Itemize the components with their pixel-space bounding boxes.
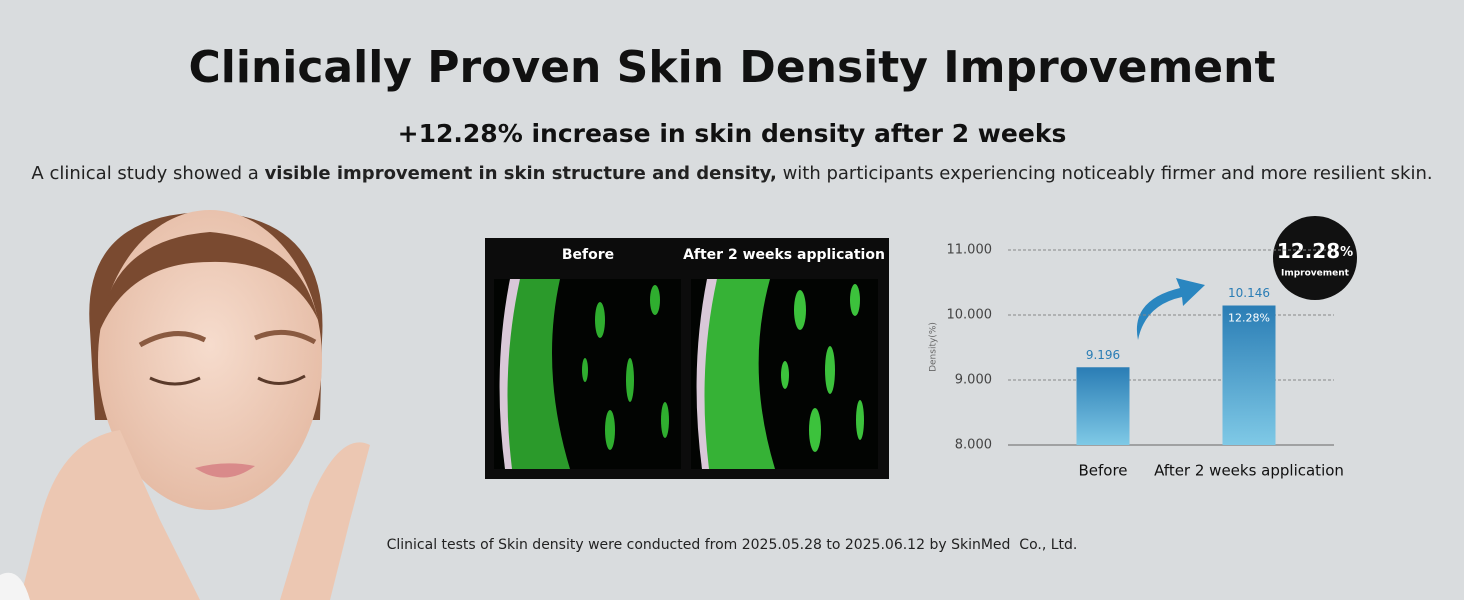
badge	[1273, 216, 1357, 300]
y-tick-label: 8.000	[955, 438, 992, 453]
description-text: with participants experiencing noticeabl…	[777, 163, 1433, 184]
increase-arrow	[1136, 278, 1205, 340]
model-photo	[0, 210, 370, 600]
value-label: 10.146	[1228, 286, 1270, 300]
microscopy-panel: Before After 2 weeks application	[485, 238, 889, 479]
bar	[1076, 367, 1130, 445]
image-label: After 2 weeks application	[683, 247, 885, 263]
description: A clinical study showed a visible improv…	[31, 163, 1432, 184]
description-bold: visible improvement in skin structure an…	[265, 163, 777, 184]
footnote: Clinical tests of Skin density were cond…	[387, 537, 1078, 553]
value-label: 9.196	[1086, 348, 1120, 362]
y-tick-label: 9.000	[955, 373, 992, 388]
badge-unit: %	[1340, 245, 1353, 260]
subtitle: +12.28% increase in skin density after 2…	[398, 119, 1067, 148]
x-tick-label: Before	[1078, 462, 1127, 480]
y-tick-label: 10.000	[947, 308, 993, 323]
x-tick-label: After 2 weeks application	[1154, 462, 1344, 480]
y-tick-label: 11.000	[947, 243, 993, 258]
description-text: A clinical study showed a	[31, 163, 264, 184]
image-label: Before	[562, 247, 614, 263]
title: Clinically Proven Skin Density Improveme…	[188, 42, 1275, 93]
badge-label: Improvement	[1281, 269, 1350, 279]
bar-annotation: 12.28%	[1228, 312, 1270, 325]
bar	[1222, 305, 1276, 445]
y-axis-label: Density(%)	[929, 322, 939, 372]
